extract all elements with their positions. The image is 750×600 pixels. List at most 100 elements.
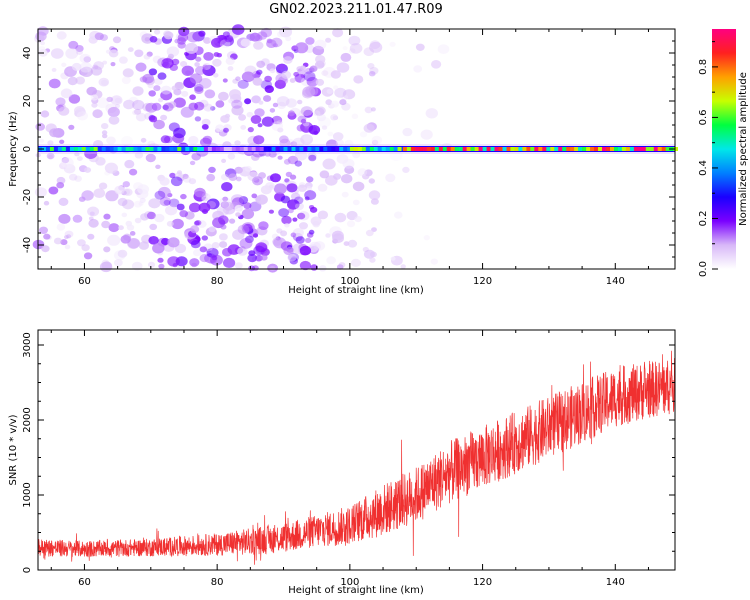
- band-cell: [450, 147, 455, 151]
- spectrogram-blob: [197, 220, 207, 228]
- spectrogram-blob: [369, 40, 381, 50]
- spectrogram-blob: [305, 85, 319, 97]
- band-cell: [645, 147, 651, 151]
- spectrogram-blob: [138, 241, 149, 250]
- band-cell: [219, 147, 225, 151]
- spectrogram-blob: [195, 66, 206, 75]
- band-cell: [602, 147, 607, 151]
- band-cell: [490, 147, 495, 151]
- spectrogram-blob: [64, 230, 74, 238]
- spectrogram-x-label: Height of straight line (km): [288, 285, 424, 296]
- band-cell: [606, 147, 611, 151]
- spectrogram-blob: [189, 73, 203, 84]
- band-cell: [530, 147, 535, 151]
- spectrogram-blob: [258, 100, 264, 105]
- spectrogram-blob: [271, 121, 284, 131]
- band-cell: [361, 147, 367, 151]
- y-tick-label: 2000: [22, 407, 33, 432]
- band-cell: [478, 147, 483, 151]
- spectrogram-blob: [230, 194, 244, 206]
- spectrogram-blob: [308, 205, 315, 210]
- spectrogram-blob: [385, 173, 396, 183]
- spectrogram-blob: [335, 139, 344, 147]
- colorbar-tick-label: 0.4: [698, 160, 709, 176]
- band-cell: [181, 147, 186, 151]
- spectrogram-blob: [159, 196, 171, 207]
- spectrogram-blob: [369, 67, 379, 75]
- spectrogram-blob: [190, 240, 201, 249]
- spectrogram-blob: [223, 127, 229, 133]
- spectrogram-blob: [287, 208, 294, 214]
- spectrogram-blob: [173, 97, 186, 108]
- spectrogram-blob: [346, 220, 356, 228]
- snr-frame: [37, 329, 676, 571]
- spectrogram-blob: [210, 254, 223, 266]
- band-cell: [482, 147, 487, 151]
- spectrogram-blob: [278, 208, 289, 218]
- x-tick-label: 120: [473, 276, 492, 287]
- spectrogram-blob: [60, 239, 68, 246]
- spectrogram-blob: [221, 182, 233, 192]
- band-cell: [42, 147, 47, 151]
- spectrogram-blob: [129, 231, 136, 236]
- spectrogram-blob: [317, 210, 329, 220]
- spectrogram-blob: [74, 152, 80, 157]
- spectrogram-blob: [363, 47, 375, 57]
- band-cell: [291, 147, 296, 151]
- spectrogram-blob: [222, 196, 229, 202]
- spectrogram-blob: [48, 154, 53, 159]
- spectrogram-blob: [183, 176, 192, 183]
- spectrogram-blob: [368, 178, 375, 184]
- spectrogram-blob: [244, 165, 252, 172]
- band-cell: [283, 147, 288, 151]
- spectrogram-blob: [287, 253, 297, 262]
- spectrogram-blob: [199, 78, 212, 89]
- spectrogram-blob: [229, 89, 241, 100]
- band-cell: [653, 147, 659, 151]
- spectrogram-blob: [238, 114, 247, 121]
- spectrogram-blob: [341, 174, 353, 184]
- spectrogram-blob: [203, 37, 212, 44]
- band-cell: [637, 147, 643, 151]
- y-tick-label: -40: [22, 237, 33, 253]
- band-cell: [299, 147, 304, 151]
- spectrogram-blob: [194, 101, 205, 111]
- spectrogram-blob: [211, 242, 220, 249]
- band-cell: [510, 147, 515, 151]
- spectrogram-blob: [251, 193, 258, 199]
- spectrogram-blob: [389, 41, 396, 47]
- spectrogram-blob: [64, 235, 69, 240]
- spectrogram-blob: [268, 209, 274, 214]
- spectrogram-blob: [292, 137, 305, 148]
- band-cell: [201, 147, 206, 151]
- band-cell: [562, 147, 567, 151]
- spectrogram-blob: [203, 52, 214, 61]
- spectrogram-blob: [402, 127, 413, 137]
- spectrogram-blob: [180, 106, 194, 118]
- band-cell: [93, 147, 98, 151]
- band-cell: [625, 147, 631, 151]
- spectrogram-blob: [160, 114, 168, 121]
- spectrogram-blob: [312, 221, 321, 228]
- spectrogram-blob: [56, 31, 67, 40]
- band-cell: [193, 147, 198, 151]
- band-cell: [259, 147, 264, 151]
- spectrogram-blob: [72, 214, 83, 223]
- spectrogram-blob: [40, 110, 50, 118]
- spectrogram-blob: [55, 97, 66, 106]
- spectrogram-blob: [88, 218, 99, 228]
- spectrogram-blob: [313, 110, 321, 117]
- x-tick-label: 100: [340, 276, 359, 287]
- band-cell: [422, 147, 428, 151]
- spectrogram-blob: [145, 102, 158, 113]
- spectrogram-blob: [145, 153, 156, 163]
- spectrogram-blob: [228, 173, 238, 181]
- y-tick-label: 20: [22, 95, 33, 108]
- y-tick-label: 0: [22, 567, 33, 573]
- spectrogram-blob: [206, 173, 216, 182]
- band-cell: [526, 147, 531, 151]
- band-cell: [434, 147, 440, 151]
- spectrogram-blob: [127, 47, 134, 52]
- band-cell: [173, 147, 178, 151]
- spectrogram-blob: [264, 75, 272, 83]
